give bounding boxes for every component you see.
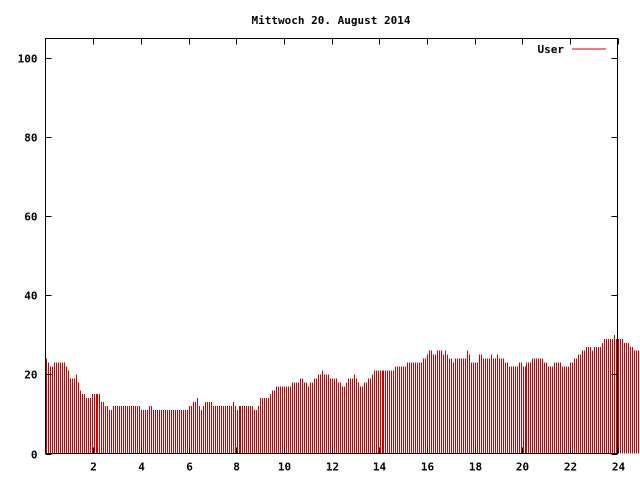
y-tick-label: 100 <box>18 53 38 66</box>
x-tick-label: 20 <box>516 461 529 474</box>
y-tick-label: 60 <box>24 211 37 224</box>
x-tick-label: 24 <box>612 461 626 474</box>
legend: User <box>538 43 606 56</box>
x-tick-label: 16 <box>421 461 435 474</box>
y-tick-label: 20 <box>24 369 37 382</box>
x-axis: 2 4 6 8 10 12 14 16 18 20 22 24 <box>90 38 626 474</box>
y-tick-label: 80 <box>24 132 37 145</box>
x-tick-label: 18 <box>469 461 482 474</box>
x-tick-label: 6 <box>186 461 193 474</box>
plot-frame <box>45 38 618 454</box>
bar-series-user <box>46 334 639 454</box>
x-tick-label: 8 <box>233 461 240 474</box>
x-tick-label: 22 <box>564 461 577 474</box>
x-tick-label: 2 <box>90 461 97 474</box>
chart-title: Mittwoch 20. August 2014 <box>252 14 411 27</box>
legend-label-user: User <box>538 43 565 56</box>
y-tick-label: 0 <box>31 449 38 462</box>
y-axis: 0 20 40 60 80 100 <box>18 53 618 462</box>
x-tick-label: 4 <box>138 461 145 474</box>
x-tick-label: 12 <box>326 461 339 474</box>
y-tick-label: 40 <box>24 290 37 303</box>
x-tick-label: 14 <box>373 461 387 474</box>
x-tick-label: 10 <box>278 461 291 474</box>
